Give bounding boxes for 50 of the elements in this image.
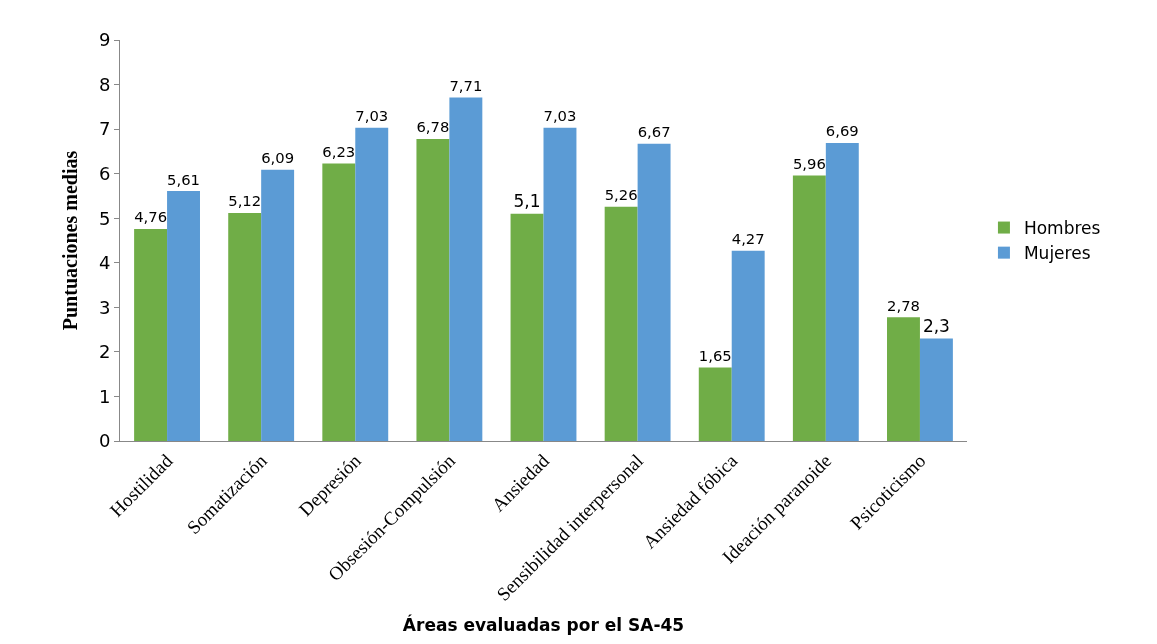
bar: [698, 367, 732, 441]
data-label: 7,03: [543, 107, 577, 125]
data-label: 7,03: [355, 107, 389, 125]
bar: [261, 169, 295, 441]
y-tick-label: 8: [98, 73, 111, 95]
bar: [543, 127, 577, 441]
data-label: 7,71: [449, 77, 483, 94]
data-label: 6,78: [416, 118, 450, 136]
data-label: 2,78: [887, 296, 920, 314]
y-tick-label: 5: [98, 207, 111, 229]
x-axis-title: Áreas evaluadas por el SA-45: [402, 614, 685, 636]
y-axis-title: Puntuaciones medias: [59, 150, 82, 331]
y-tick-label: 2: [98, 341, 111, 363]
y-tick-label: 7: [98, 118, 111, 140]
bar: [228, 212, 262, 441]
y-tick-label: 6: [98, 162, 111, 184]
y-tick-label: 4: [98, 252, 111, 274]
bar: [167, 191, 200, 441]
y-tick-label: 9: [98, 29, 111, 51]
legend-label: Mujeres: [1023, 243, 1091, 264]
bar: [919, 338, 953, 441]
bar: [792, 175, 826, 441]
bar: [887, 317, 920, 441]
bar: [322, 163, 356, 441]
bar: [416, 138, 450, 441]
bar: [731, 250, 765, 441]
data-label: 4,27: [731, 230, 765, 248]
data-label: 5,96: [792, 154, 826, 172]
data-label: 6,23: [322, 142, 356, 160]
y-tick-label: 0: [98, 430, 111, 452]
bar: [604, 206, 638, 441]
data-label: 6,69: [825, 122, 859, 140]
data-label: 1,65: [698, 347, 732, 364]
data-label: 4,76: [134, 208, 168, 226]
data-label: 5,61: [167, 170, 200, 188]
bar: [449, 97, 483, 441]
y-tick-label: 3: [98, 296, 111, 318]
bar: [134, 228, 168, 441]
data-label: 5,1: [513, 190, 541, 211]
data-label: 5,26: [604, 186, 638, 204]
legend-label: Hombres: [1023, 218, 1101, 239]
bar: [825, 142, 859, 441]
data-label: 6,09: [261, 149, 295, 167]
bar: [637, 143, 671, 441]
data-label: 5,12: [228, 192, 262, 210]
y-tick-label: 1: [98, 385, 111, 407]
bar: [355, 127, 389, 441]
bar: [510, 213, 544, 441]
data-label: 2,3: [922, 315, 950, 336]
data-label: 6,67: [637, 123, 671, 141]
